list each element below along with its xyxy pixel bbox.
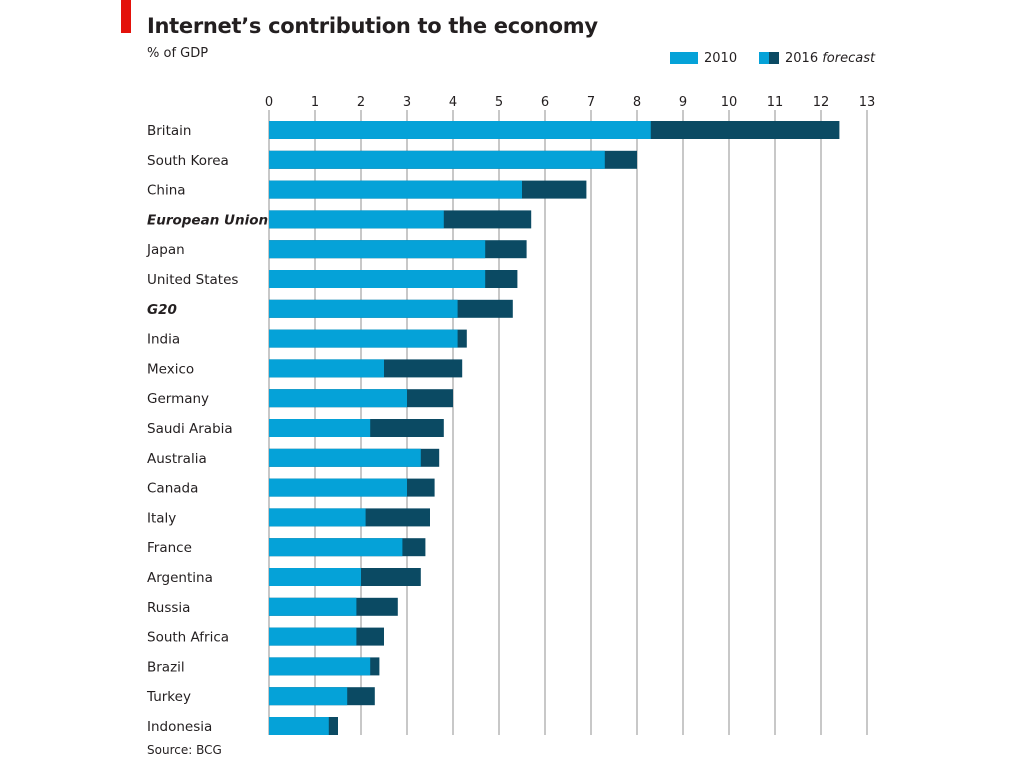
category-label-argentina: Argentina — [147, 570, 213, 586]
bar-2010-argentina — [269, 568, 361, 586]
x-tick-label-9: 9 — [679, 95, 687, 110]
x-tick-label-8: 8 — [633, 95, 641, 110]
bar-2010-european-union — [269, 210, 444, 229]
x-tick-label-6: 6 — [541, 95, 549, 110]
x-tick-label-13: 13 — [859, 95, 876, 110]
bar-2010-india — [269, 329, 458, 348]
x-tick-label-5: 5 — [495, 95, 503, 110]
category-label-south-korea: South Korea — [147, 153, 229, 169]
bar-2010-mexico — [269, 359, 384, 378]
category-label-saudi-arabia: Saudi Arabia — [147, 421, 233, 437]
category-label-turkey: Turkey — [146, 689, 191, 705]
category-label-canada: Canada — [147, 481, 198, 497]
bar-2010-japan — [269, 240, 486, 259]
category-label-india: India — [147, 332, 180, 348]
chart-subtitle: % of GDP — [147, 46, 209, 61]
category-label-south-africa: South Africa — [147, 630, 229, 646]
bar-2010-italy — [269, 508, 366, 527]
category-label-france: France — [147, 540, 192, 556]
category-label-russia: Russia — [147, 600, 190, 616]
bar-2010-china — [269, 180, 522, 199]
category-label-japan: Japan — [146, 242, 185, 258]
legend-label-2016-note: forecast — [822, 50, 876, 66]
x-tick-label-3: 3 — [403, 95, 411, 110]
legend-label-2016-year: 2016 — [785, 50, 819, 66]
legend-swatch-2010 — [670, 52, 698, 64]
chart-title: Internet’s contribution to the economy — [147, 14, 598, 38]
bar-2010-germany — [269, 389, 407, 408]
bar-2010-south-korea — [269, 150, 605, 169]
category-label-indonesia: Indonesia — [147, 719, 212, 735]
x-tick-label-4: 4 — [449, 95, 457, 110]
category-label-european-union: European Union — [147, 212, 268, 228]
bar-2010-g20 — [269, 299, 458, 318]
bar-2010-indonesia — [269, 717, 329, 735]
bar-2010-australia — [269, 448, 421, 467]
category-label-britain: Britain — [147, 123, 191, 139]
bar-2010-turkey — [269, 687, 348, 706]
legend-label-2010: 2010 — [704, 50, 738, 66]
category-label-germany: Germany — [147, 391, 209, 407]
source-note: Source: BCG — [147, 743, 222, 757]
category-label-brazil: Brazil — [147, 659, 185, 675]
category-label-united-states: United States — [147, 272, 238, 288]
category-label-mexico: Mexico — [147, 361, 194, 377]
bar-2010-south-africa — [269, 627, 357, 646]
x-tick-label-7: 7 — [587, 95, 595, 110]
accent-tag — [121, 0, 131, 33]
category-label-australia: Australia — [147, 451, 207, 467]
bar-2010-canada — [269, 478, 407, 497]
legend-swatch-2016 — [759, 52, 779, 64]
category-label-italy: Italy — [147, 510, 176, 526]
bar-2010-united-states — [269, 270, 486, 288]
bar-2010-france — [269, 538, 403, 557]
bar-2010-russia — [269, 597, 357, 616]
legend-2010: 2010 — [670, 50, 737, 66]
x-tick-label-0: 0 — [265, 95, 273, 110]
x-tick-label-10: 10 — [721, 95, 738, 110]
x-tick-label-2: 2 — [357, 95, 365, 110]
x-tick-label-12: 12 — [813, 95, 830, 110]
bar-2010-britain — [269, 121, 651, 139]
bar-2010-saudi-arabia — [269, 419, 371, 437]
category-label-china: China — [147, 183, 186, 199]
x-tick-label-1: 1 — [311, 95, 319, 110]
legend-2016-forecast: 2016 forecast — [759, 50, 875, 66]
category-label-g20: G20 — [147, 302, 177, 318]
bar-2010-brazil — [269, 657, 371, 676]
x-tick-label-11: 11 — [767, 95, 784, 110]
